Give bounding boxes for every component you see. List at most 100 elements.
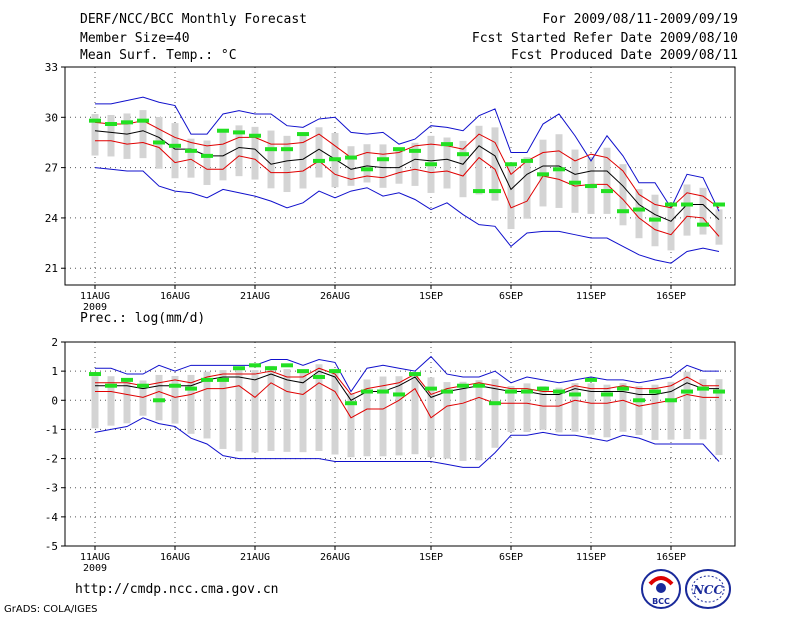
precip-obs-mark <box>505 389 517 394</box>
temp-box <box>507 164 515 230</box>
temp-box <box>619 164 627 226</box>
precip-plus-sd-line <box>95 367 719 396</box>
precip-obs-mark <box>617 386 629 391</box>
temp-obs-mark <box>153 140 165 145</box>
precip-obs-mark <box>169 383 181 388</box>
precip-xtick-label: 6SEP <box>499 552 523 563</box>
precip-ytick-label: 1 <box>51 365 58 378</box>
temp-obs-mark <box>265 147 277 152</box>
precip-obs-mark <box>137 383 149 388</box>
precip-box <box>491 379 499 448</box>
temp-ensemble-min-line <box>94 167 720 264</box>
temp-obs-mark <box>505 162 517 167</box>
precip-box <box>555 387 563 433</box>
precip-xtick-label: 21AUG <box>240 552 270 563</box>
precip-box <box>315 364 323 451</box>
temp-box <box>395 148 403 184</box>
temp-obs-mark <box>313 158 325 163</box>
refer-date: Fcst Started Refer Date 2009/08/10 <box>471 31 738 46</box>
forecast-period: For 2009/08/11-2009/09/19 <box>542 12 738 27</box>
temp-obs-mark <box>569 180 581 185</box>
temp-box <box>411 142 419 186</box>
temp-obs-mark <box>681 202 693 207</box>
temp-box <box>203 140 211 185</box>
precip-box <box>299 371 307 453</box>
footer-url[interactable]: http://cmdp.ncc.cma.gov.cn <box>75 582 279 597</box>
temp-obs-mark <box>457 152 469 157</box>
temp-xtick-label: 16AUG <box>160 291 190 302</box>
precip-obs-mark <box>201 377 213 382</box>
precip-obs-mark <box>569 392 581 397</box>
temp-box <box>667 207 675 251</box>
temp-ytick-label: 21 <box>45 262 58 275</box>
precip-box <box>603 384 611 438</box>
temp-box <box>635 189 643 239</box>
temp-obs-mark <box>473 189 485 194</box>
chart-title: DERF/NCC/BCC Monthly Forecast <box>80 12 307 27</box>
temp-box <box>443 137 451 189</box>
precip-box <box>571 383 579 432</box>
temp-box <box>379 144 387 188</box>
precip-ytick-label: -5 <box>45 540 58 553</box>
precip-box <box>155 374 163 421</box>
precip-box <box>219 370 227 449</box>
precip-obs-mark <box>89 372 101 377</box>
temp-box <box>123 113 131 159</box>
precip-obs-mark <box>601 392 613 397</box>
temp-obs-mark <box>89 118 101 123</box>
temp-obs-mark <box>297 132 309 137</box>
precip-box <box>363 379 371 457</box>
precip-box <box>715 379 723 456</box>
precip-box <box>171 375 179 424</box>
temp-year-label: 2009 <box>83 302 107 313</box>
temp-obs-mark <box>521 158 533 163</box>
precip-obs-mark <box>249 363 261 368</box>
precip-obs-mark <box>233 366 245 371</box>
precip-box <box>459 381 467 461</box>
temp-obs-mark <box>345 155 357 160</box>
variable-label: Mean Surf. Temp.: °C <box>80 48 237 63</box>
precip-obs-mark <box>297 369 309 374</box>
precip-ensemble-min-line <box>94 417 720 468</box>
precip-mean-line <box>95 370 719 401</box>
precip-ensemble-max-line <box>95 355 719 393</box>
temp-xtick-label: 16SEP <box>656 291 686 302</box>
member-size: Member Size=40 <box>80 31 190 46</box>
temp-obs-mark <box>633 207 645 212</box>
temp-obs-mark <box>249 133 261 138</box>
precip-box <box>683 371 691 440</box>
precip-obs-mark <box>697 386 709 391</box>
temp-box <box>347 146 355 186</box>
temp-box <box>139 110 147 159</box>
temp-xtick-label: 1SEP <box>419 291 443 302</box>
precip-obs-mark <box>377 389 389 394</box>
precip-obs-mark <box>489 401 501 406</box>
precip-obs-mark <box>521 389 533 394</box>
precip-box <box>443 382 451 459</box>
precip-box <box>331 368 339 455</box>
precip-box <box>139 380 147 416</box>
temp-ytick-label: 30 <box>45 111 58 124</box>
temp-obs-mark <box>553 167 565 172</box>
precip-box <box>251 370 259 453</box>
temp-obs-mark <box>585 184 597 189</box>
precip-box <box>91 376 99 429</box>
temp-box <box>715 209 723 245</box>
temp-obs-mark <box>329 157 341 162</box>
temp-box <box>523 157 531 219</box>
temp-obs-mark <box>169 143 181 148</box>
produced-date: Fcst Produced Date 2009/08/11 <box>511 48 738 63</box>
precip-frame <box>64 341 736 547</box>
precip-obs-mark <box>281 363 293 368</box>
temp-obs-mark <box>137 118 149 123</box>
precip-box <box>379 376 387 457</box>
temp-obs-mark <box>489 189 501 194</box>
temp-obs-mark <box>217 128 229 133</box>
precip-xtick-label: 26AUG <box>320 552 350 563</box>
precip-obs-mark <box>345 401 357 406</box>
temp-box <box>171 123 179 179</box>
precip-ytick-label: -3 <box>45 482 58 495</box>
precip-obs-mark <box>265 366 277 371</box>
precip-obs-mark <box>633 398 645 403</box>
precip-box <box>523 383 531 433</box>
